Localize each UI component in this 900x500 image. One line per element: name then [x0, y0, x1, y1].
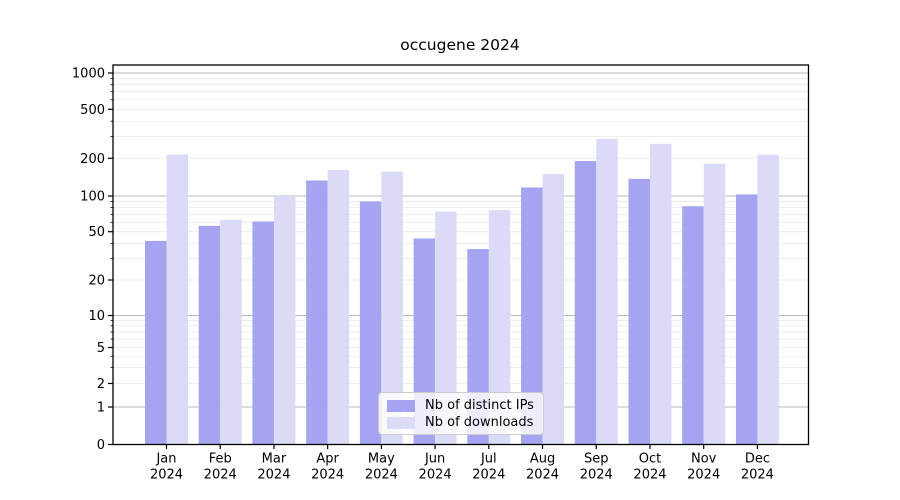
y-tick-label: 200 [80, 152, 105, 167]
legend-swatch-distinct-ips [387, 399, 415, 412]
bar-nov-s0 [682, 206, 704, 445]
x-tick-label-month: Jan [155, 452, 176, 467]
bar-jun-s1 [435, 211, 457, 445]
bar-sep-s0 [574, 161, 597, 445]
axes [112, 64, 810, 446]
x-tick-label-year: 2024 [526, 468, 559, 483]
bar-sep-s1 [596, 138, 618, 445]
y-tick-label: 1 [97, 401, 105, 416]
x-tick-label-year: 2024 [687, 468, 720, 483]
x-tick-label-year: 2024 [419, 468, 452, 483]
bar-mar-s0 [252, 221, 274, 445]
bar-dec-s0 [735, 194, 758, 445]
bar-jan-s0 [145, 240, 167, 445]
bar-feb-s1 [220, 219, 242, 445]
legend: Nb of distinct IPs Nb of downloads [378, 392, 544, 435]
legend-item-downloads: Nb of downloads [387, 415, 535, 430]
tick-labels: 01251020501002005001000Jan2024Feb2024Mar… [72, 67, 774, 483]
y-tick-label: 1000 [72, 67, 105, 82]
bar-may-s1 [381, 171, 403, 445]
x-tick-label-month: Jun [424, 452, 445, 467]
legend-label-distinct-ips: Nb of distinct IPs [425, 398, 534, 413]
bar-apr-s0 [306, 180, 328, 445]
legend-label-downloads: Nb of downloads [425, 415, 534, 430]
bar-mar-s1 [273, 196, 296, 445]
x-tick-label-year: 2024 [472, 468, 505, 483]
y-tick-label: 50 [88, 225, 105, 240]
bar-aug-s0 [521, 187, 543, 445]
x-tick-label-month: Apr [316, 452, 339, 467]
y-tick-label: 2 [97, 377, 105, 392]
x-tick-label-month: Dec [745, 452, 770, 467]
x-tick-label-month: Aug [530, 452, 555, 467]
x-tick-label-year: 2024 [204, 468, 237, 483]
bar-feb-s0 [198, 225, 221, 445]
bar-may-s0 [359, 201, 382, 445]
bar-nov-s1 [703, 163, 726, 445]
tick-marks [108, 72, 759, 449]
bar-oct-s0 [628, 178, 650, 445]
x-tick-label-month: Sep [584, 452, 609, 467]
x-tick-label-year: 2024 [257, 468, 290, 483]
x-tick-label-month: Oct [639, 452, 661, 467]
y-tick-label: 500 [80, 103, 105, 118]
x-tick-label-month: Nov [691, 452, 717, 467]
y-tick-label: 100 [80, 190, 105, 205]
bar-dec-s1 [757, 154, 779, 445]
x-tick-label-month: May [368, 452, 395, 467]
chart-title: occugene 2024 [400, 36, 519, 54]
x-tick-label-year: 2024 [633, 468, 666, 483]
bar-apr-s1 [327, 170, 350, 445]
legend-item-distinct-ips: Nb of distinct IPs [387, 398, 535, 413]
plot-border [112, 64, 810, 446]
bar-aug-s1 [542, 173, 565, 445]
legend-swatch-downloads [387, 416, 415, 429]
bar-jan-s1 [166, 154, 188, 445]
bar-oct-s1 [649, 143, 672, 445]
y-tick-label: 0 [97, 438, 105, 453]
y-tick-label: 20 [88, 274, 105, 289]
y-tick-label: 10 [88, 309, 105, 324]
bar-series-1 [166, 138, 779, 445]
x-tick-label-month: Mar [262, 452, 287, 467]
x-tick-label-month: Feb [209, 452, 232, 467]
x-tick-label-year: 2024 [311, 468, 344, 483]
x-tick-label-month: Jul [480, 452, 497, 467]
x-tick-label-year: 2024 [365, 468, 398, 483]
x-tick-label-year: 2024 [150, 468, 183, 483]
x-tick-label-year: 2024 [580, 468, 613, 483]
bar-jul-s1 [488, 210, 511, 445]
x-tick-label-year: 2024 [741, 468, 774, 483]
y-tick-label: 5 [97, 341, 105, 356]
